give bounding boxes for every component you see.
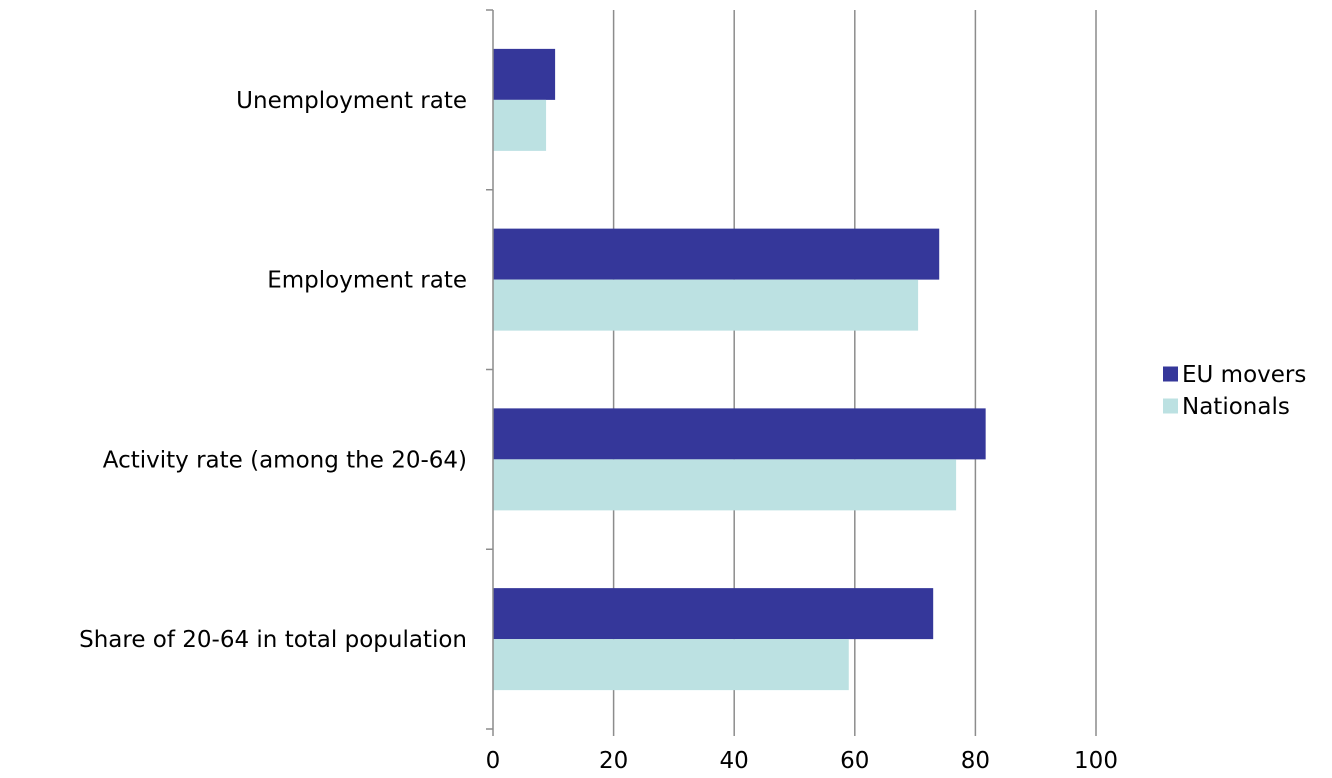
x-tick-label: 80	[961, 748, 990, 774]
bars	[493, 48, 986, 691]
category-label: Share of 20-64 in total population	[79, 627, 467, 653]
x-tick-label: 100	[1074, 748, 1118, 774]
bar-eu-movers-1	[493, 228, 940, 280]
bar-nationals-3	[493, 639, 849, 691]
axes	[486, 9, 1097, 736]
labels: 0 20 40 60 80 100 Unemployment rate Employment …	[79, 88, 1118, 774]
bar-nationals-0	[493, 99, 547, 151]
legend-swatch	[1163, 398, 1178, 414]
legend: EU movers Nationals	[1163, 362, 1306, 420]
bar-nationals-1	[493, 279, 919, 331]
x-tick-label: 40	[720, 748, 749, 774]
x-tick-label: 60	[840, 748, 869, 774]
x-tick-label: 20	[599, 748, 628, 774]
category-label: Employment rate	[267, 268, 467, 294]
bar-nationals-2	[493, 459, 957, 511]
bar-eu-movers-3	[493, 588, 934, 640]
legend-label: EU movers	[1182, 362, 1306, 388]
x-tick-label: 0	[486, 748, 501, 774]
category-label: Unemployment rate	[236, 88, 467, 114]
legend-label: Nationals	[1182, 394, 1290, 420]
bar-eu-movers-0	[493, 48, 556, 100]
bar-eu-movers-2	[493, 408, 986, 460]
category-label: Activity rate (among the 20-64)	[103, 447, 467, 473]
legend-swatch	[1163, 366, 1178, 382]
